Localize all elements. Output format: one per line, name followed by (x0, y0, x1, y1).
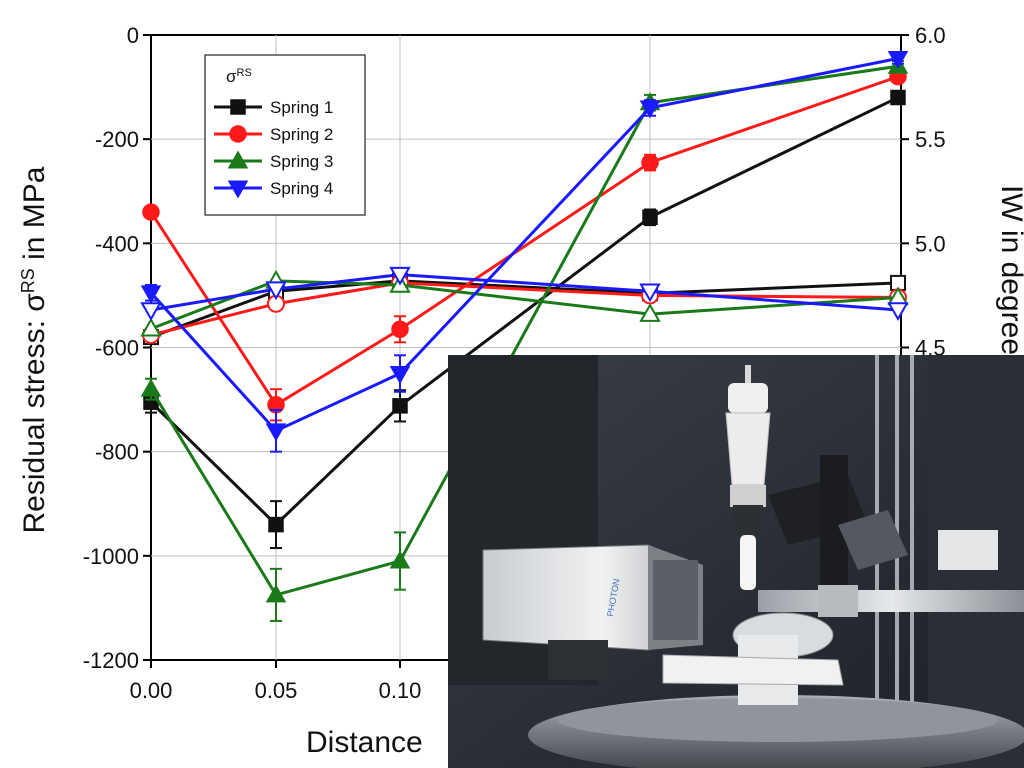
axes: 0-200-400-600-800-1000-12006.05.55.04.50… (83, 23, 946, 703)
stress-point (140, 285, 162, 304)
legend-title: σRS (226, 67, 252, 86)
legend-marker (227, 150, 249, 169)
iw-point (887, 302, 909, 322)
cryo-nozzle (725, 365, 771, 590)
legend-entry: Spring 2 (214, 125, 333, 144)
iw-point (265, 281, 287, 301)
stress-point (140, 378, 162, 397)
y-axis-left-title-sup: RS (18, 268, 38, 293)
legend-entry: Spring 4 (214, 179, 333, 199)
stress-point (890, 89, 906, 106)
series-layer (140, 50, 909, 622)
diffractometer-photo: PHOTON (448, 355, 1024, 768)
rod (895, 355, 899, 768)
y-tick-label-left: -400 (95, 231, 139, 256)
y-axis-right-title: IW in degree (995, 185, 1024, 355)
iw-point (389, 266, 411, 286)
y-tick-label-left: 0 (127, 23, 139, 48)
legend-label: Spring 4 (270, 179, 333, 198)
stress-point (268, 516, 284, 533)
series-4 (140, 50, 909, 453)
stress-point (887, 50, 909, 69)
stress-point (265, 584, 287, 603)
y-tick-label-right: 5.5 (915, 127, 946, 152)
iw-point (639, 283, 661, 303)
side-box (938, 530, 998, 570)
iw-point (140, 317, 162, 337)
mount-post (820, 455, 848, 585)
y-axis-left-title: Residual stress: σRS in MPa (18, 166, 51, 533)
x-tick-label: 0.00 (130, 678, 173, 703)
y-tick-label-left: -1000 (83, 544, 139, 569)
y-tick-label-left: -1200 (83, 648, 139, 673)
stress-point (389, 550, 411, 569)
y-axis-left-title-main: Residual stress: σ (18, 293, 51, 534)
camera-housing (838, 510, 908, 570)
legend-entries: Spring 1 Spring 2 Spring 3 Spring 4 (214, 98, 333, 199)
legend-marker (227, 180, 249, 199)
y-axis-left-title-suffix: in MPa (18, 166, 51, 268)
stress-point (142, 203, 160, 221)
legend-marker (229, 125, 247, 143)
goniometer-base-top (558, 698, 998, 742)
stress-point (641, 153, 659, 172)
iw-point (639, 303, 661, 322)
legend-entry: Spring 1 (214, 98, 333, 117)
stress-point (389, 366, 411, 385)
stress-point (639, 100, 661, 119)
legend-label: Spring 1 (270, 98, 333, 117)
legend-title-sup: RS (237, 67, 252, 79)
y-tick-label-left: -200 (95, 127, 139, 152)
x-axis-title: Distance (306, 726, 423, 759)
collimator (758, 590, 1024, 612)
goniometer-head (662, 612, 844, 705)
rod (910, 355, 914, 768)
legend-entry: Spring 3 (214, 150, 333, 171)
legend-marker (230, 99, 246, 115)
legend-label: Spring 2 (270, 125, 333, 144)
diffractometer-illustration: PHOTON (448, 355, 1024, 768)
stress-point (391, 320, 409, 339)
stress-point (642, 209, 658, 226)
stress-point (265, 423, 287, 442)
x-tick-label: 0.10 (379, 678, 422, 703)
x-tick-label: 0.05 (255, 678, 298, 703)
legend-label: Spring 3 (270, 152, 333, 171)
stress-point (392, 398, 408, 414)
collimator-ring (818, 585, 858, 617)
legend: σRS Spring 1 Spring 2 Spring 3 Spring 4 (204, 54, 366, 216)
y-tick-label-right: 5.0 (915, 231, 946, 256)
detector: PHOTON (482, 544, 703, 680)
legend-title-main: σ (226, 67, 237, 86)
y-tick-label-right: 6.0 (915, 23, 946, 48)
y-tick-label-left: -600 (95, 336, 139, 361)
y-tick-label-left: -800 (95, 440, 139, 465)
